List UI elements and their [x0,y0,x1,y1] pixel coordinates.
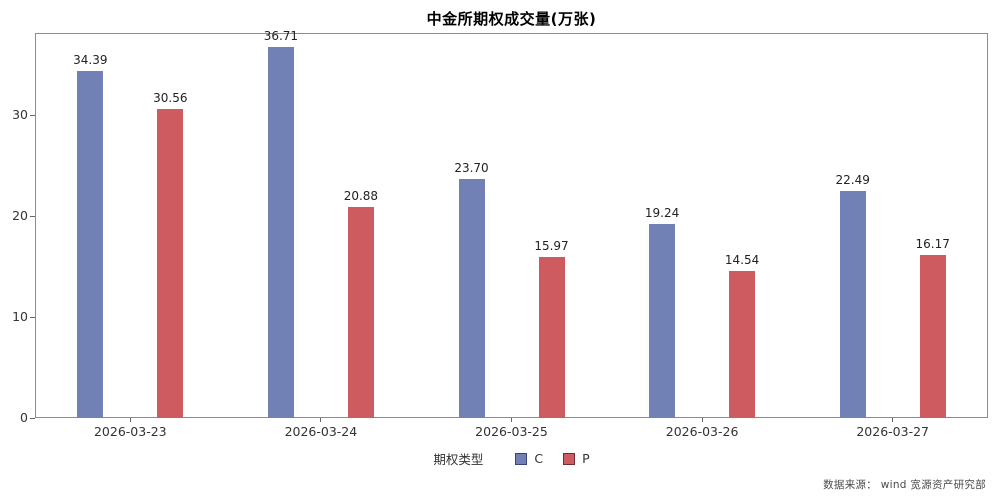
bar-value-label: 30.56 [153,91,188,106]
y-tick-mark [30,114,35,116]
legend-item-c: C [515,451,543,466]
y-tick-label: 30 [12,107,28,122]
bar-p-2026-03-26 [729,271,756,418]
bar-value-label: 15.97 [534,238,569,253]
bar-value-label: 16.17 [915,236,950,251]
x-tick-label: 2026-03-26 [665,424,739,439]
bar-c-2026-03-25 [458,178,485,418]
x-tick-mark [129,418,131,422]
bar-p-2026-03-23 [157,109,184,418]
y-tick-mark [30,215,35,217]
bar-c-2026-03-23 [77,70,104,418]
bar-value-label: 20.88 [343,189,379,204]
bar-value-label: 14.54 [724,253,760,268]
x-tick-label: 2026-03-24 [284,424,358,439]
x-tick-mark [320,418,322,422]
bar-c-2026-03-24 [267,47,294,418]
legend-swatch-p [563,452,576,465]
bar-value-label: 22.49 [835,172,870,187]
legend-label-p: P [582,451,590,466]
bar-c-2026-03-27 [839,190,866,418]
chart-title: 中金所期权成交量(万张) [426,10,597,28]
legend-title: 期权类型 [433,452,484,467]
bar-value-label: 36.71 [263,29,299,44]
x-tick-mark [511,418,512,422]
bar-value-label: 23.70 [454,160,489,175]
plot-area [35,33,988,418]
bar-p-2026-03-24 [347,207,374,418]
legend-label-c: C [534,451,544,466]
y-tick-label: 10 [12,309,28,324]
x-tick-label: 2026-03-23 [93,424,167,439]
y-tick-mark [30,316,35,318]
y-tick-label: 20 [12,208,28,223]
x-tick-mark [701,418,703,422]
bar-value-label: 34.39 [73,52,108,67]
x-tick-label: 2026-03-25 [475,424,548,439]
legend-item-p: P [563,451,590,466]
source-note: 数据来源： wind 宽源资产研究部 [823,479,986,491]
bar-c-2026-03-26 [649,223,676,418]
bar-p-2026-03-25 [538,256,565,418]
legend-swatch-c [515,452,528,465]
bar-p-2026-03-27 [919,254,946,418]
x-tick-label: 2026-03-27 [856,424,930,439]
x-tick-mark [892,418,894,422]
y-tick-label: 0 [20,410,28,425]
bar-value-label: 19.24 [644,205,680,220]
y-tick-mark [30,417,35,419]
